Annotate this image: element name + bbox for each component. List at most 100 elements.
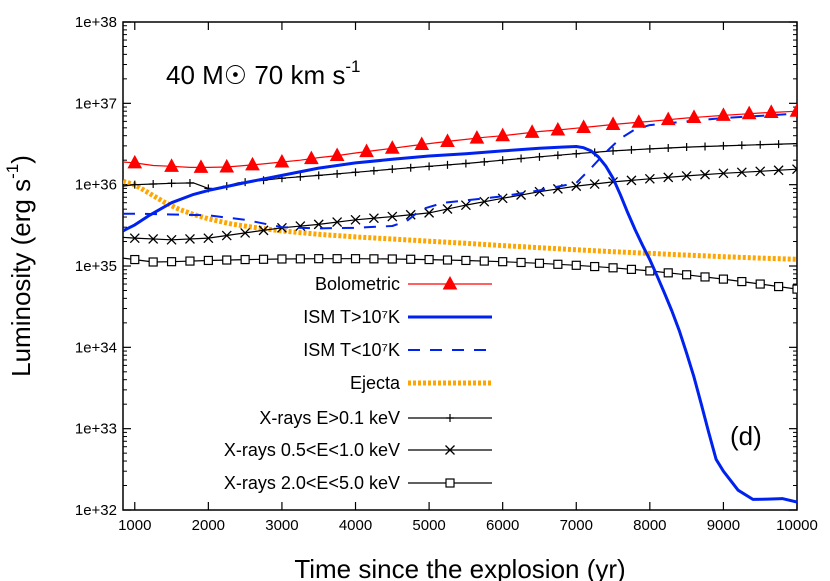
triangle-marker <box>245 156 260 171</box>
triangle-marker <box>660 111 676 126</box>
square-marker <box>498 257 508 267</box>
triangle-marker <box>304 150 319 165</box>
triangle-marker <box>716 107 731 121</box>
triangle-marker <box>741 105 757 120</box>
plus-marker <box>553 151 562 160</box>
cross-marker <box>736 167 747 178</box>
plus-marker <box>388 165 397 174</box>
legend: Bolometric ISM T>10⁷K ISM T<10⁷K Ejecta X-ra… <box>224 274 492 493</box>
square-marker <box>590 261 600 272</box>
x-tick-label: 8000 <box>633 517 666 534</box>
plus-marker <box>517 154 526 163</box>
plus-marker <box>719 141 728 150</box>
triangle-marker <box>219 158 235 173</box>
legend-label: ISM T<10⁷K <box>303 340 400 360</box>
panel-label: (d) <box>730 421 762 451</box>
series-2 <box>123 112 797 230</box>
legend-label: X-rays 0.5<E<1.0 keV <box>224 440 400 460</box>
cross-marker <box>405 209 416 220</box>
y-tick-label: 1e+36 <box>75 177 117 194</box>
cross-marker <box>755 166 766 177</box>
cross-marker <box>681 170 692 181</box>
y-tick-label: 1e+38 <box>75 14 117 31</box>
square-marker <box>608 263 618 273</box>
triangle-marker <box>274 153 290 168</box>
cross-marker <box>203 233 214 244</box>
square-marker <box>718 274 729 284</box>
square-marker <box>350 254 361 264</box>
series-0 <box>123 103 797 173</box>
square-marker <box>185 256 195 266</box>
plus-marker <box>793 139 797 148</box>
series-line <box>123 112 797 230</box>
plus-marker <box>446 414 454 422</box>
plus-marker <box>480 157 489 166</box>
y-tick-label: 1e+33 <box>75 421 117 438</box>
x-tick-label: 7000 <box>560 517 593 534</box>
plus-marker <box>351 168 360 177</box>
square-marker <box>792 284 797 294</box>
square-marker <box>295 254 305 264</box>
plus-marker <box>774 140 783 149</box>
x-tick-label: 6000 <box>486 517 519 534</box>
square-marker <box>700 272 710 282</box>
y-tick-label: 1e+35 <box>75 258 117 275</box>
x-tick-label: 4000 <box>339 517 372 534</box>
square-marker <box>534 258 545 268</box>
cross-marker <box>221 230 232 241</box>
plus-marker <box>461 159 470 168</box>
triangle-marker <box>164 158 179 172</box>
cross-marker <box>718 168 729 179</box>
triangle-marker <box>524 124 540 138</box>
y-tick-label: 1e+32 <box>75 502 117 519</box>
plus-marker <box>185 179 194 187</box>
cross-marker <box>442 204 453 214</box>
cross-marker <box>350 214 361 225</box>
cross-marker <box>479 196 490 207</box>
square-marker <box>222 255 232 265</box>
square-marker <box>314 254 324 264</box>
series-5 <box>123 164 797 245</box>
legend-label: X-rays E>0.1 keV <box>259 408 400 428</box>
square-marker <box>479 256 489 266</box>
square-marker <box>553 259 563 269</box>
square-marker <box>461 255 471 266</box>
y-axis-title: Luminosity (erg s-1) <box>3 155 36 377</box>
plot-frame <box>122 21 798 511</box>
square-marker <box>774 281 784 292</box>
triangle-marker <box>763 104 779 118</box>
triangle-marker <box>193 159 209 173</box>
series-line <box>123 168 797 241</box>
square-marker <box>424 254 434 265</box>
cross-marker <box>424 207 435 218</box>
square-marker <box>277 254 287 264</box>
square-marker <box>387 254 397 264</box>
plus-marker <box>498 156 507 165</box>
plus-marker <box>167 179 176 188</box>
triangle-marker <box>440 133 455 147</box>
triangle-marker <box>789 103 797 117</box>
triangle-marker <box>605 116 621 130</box>
cross-marker <box>129 233 140 244</box>
cross-marker <box>166 234 177 245</box>
cross-marker <box>534 186 545 197</box>
square-marker <box>442 255 453 265</box>
cross-marker <box>368 213 379 224</box>
square-marker <box>166 257 177 267</box>
cross-marker <box>589 179 600 189</box>
plus-marker <box>296 172 305 181</box>
plus-marker <box>737 141 746 150</box>
plus-marker <box>443 160 452 169</box>
square-marker <box>258 254 269 264</box>
triangle-marker <box>329 147 345 162</box>
cross-marker <box>644 173 655 184</box>
triangle-marker <box>384 140 400 154</box>
cross-marker <box>258 225 269 236</box>
plus-marker <box>130 180 139 189</box>
cross-marker <box>460 200 471 211</box>
square-marker <box>406 254 416 264</box>
cross-marker <box>295 221 306 232</box>
legend-label: ISM T>10⁷K <box>303 307 400 327</box>
triangle-marker <box>442 275 458 290</box>
